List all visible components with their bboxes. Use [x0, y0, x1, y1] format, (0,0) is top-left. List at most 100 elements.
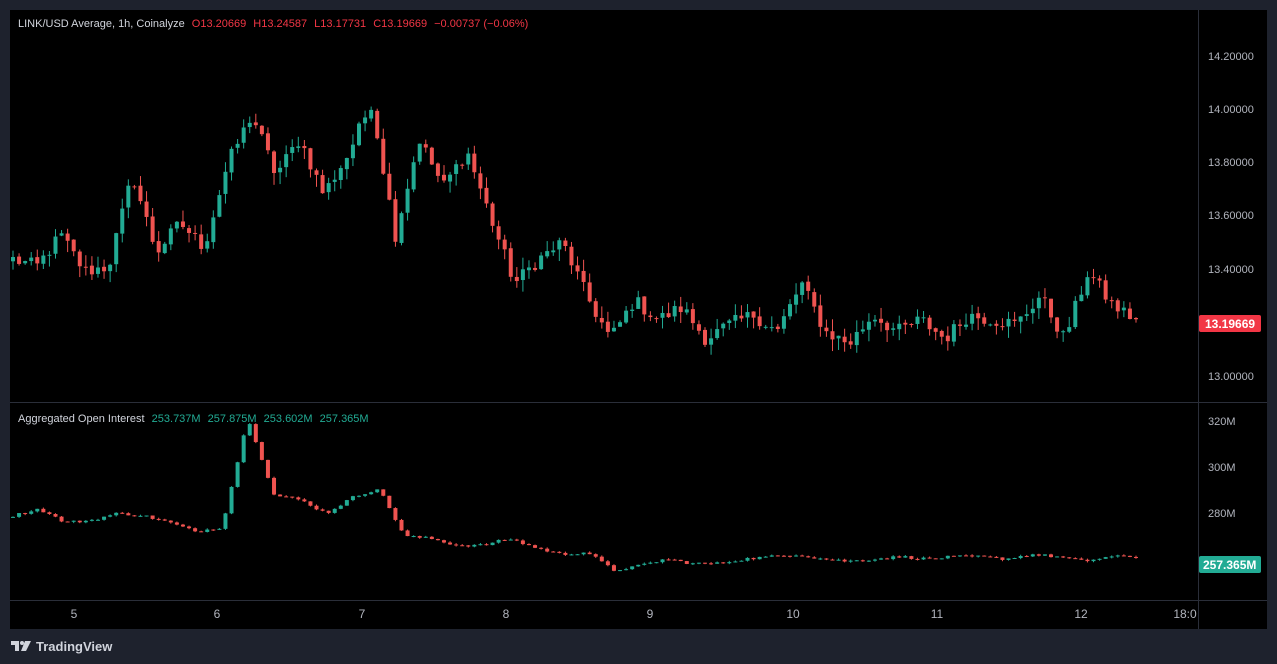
- price-candle-body: [496, 226, 501, 240]
- price-candle-body: [363, 117, 368, 124]
- oi-candle-body: [253, 424, 258, 443]
- oi-candle-body: [824, 558, 829, 560]
- oi-candle-body: [89, 519, 94, 521]
- price-candle-body: [229, 148, 234, 173]
- price-candle-body: [156, 241, 161, 253]
- oi-candle-body: [514, 539, 519, 541]
- price-candle-body: [417, 143, 422, 162]
- oi-candle-body: [95, 519, 100, 521]
- oi-candle-body: [180, 524, 185, 527]
- oi-candle-body: [763, 556, 768, 558]
- price-candle-body: [605, 321, 610, 332]
- oi-candles: [11, 422, 1138, 572]
- chart-canvas[interactable]: 14.20000 14.00000 13.80000 13.60000 13.40000…: [10, 10, 1267, 629]
- price-candle-body: [739, 315, 744, 319]
- oi-candle-body: [296, 497, 301, 500]
- price-candle-body: [253, 122, 258, 126]
- price-candle-body: [769, 327, 774, 329]
- price-candle-body: [672, 306, 677, 317]
- oi-candle-body: [581, 552, 586, 555]
- oi-candle-body: [1018, 556, 1023, 558]
- price-candle-body: [423, 144, 428, 148]
- oi-candle-body: [648, 562, 653, 564]
- oi-candle-body: [666, 559, 671, 561]
- price-candle-body: [569, 246, 574, 266]
- oi-candle-body: [223, 513, 228, 529]
- price-candle-body: [787, 304, 792, 317]
- price-candle-body: [915, 316, 920, 324]
- price-candle-body: [193, 232, 198, 234]
- oi-candle-body: [787, 555, 792, 557]
- time-tick-label: 10: [786, 607, 800, 621]
- price-candle-body: [721, 323, 726, 329]
- oi-candle-body: [551, 551, 556, 553]
- last-price-tag-text: 13.19669: [1205, 317, 1255, 331]
- oi-candle-body: [77, 520, 82, 523]
- oi-candle-body: [484, 544, 489, 546]
- oi-candle-body: [162, 519, 167, 521]
- tradingview-footer[interactable]: TradingView: [10, 636, 112, 656]
- price-candle-body: [308, 148, 313, 170]
- oi-candle-body: [1097, 558, 1102, 560]
- price-candle-body: [854, 331, 859, 346]
- price-candle-body: [1030, 308, 1035, 314]
- oi-candle-body: [703, 562, 708, 564]
- price-candle-body: [891, 328, 896, 330]
- price-candle-body: [757, 316, 762, 327]
- oi-candle-body: [441, 540, 446, 543]
- oi-candle-body: [11, 516, 15, 518]
- oi-candle-body: [71, 520, 76, 522]
- price-candle-body: [77, 251, 82, 267]
- oi-candle-body: [290, 496, 295, 498]
- oi-candle-body: [587, 552, 592, 555]
- oi-candle-body: [642, 563, 647, 565]
- price-candle-body: [302, 145, 307, 149]
- price-candle-body: [1103, 280, 1108, 300]
- price-candle-body: [1049, 298, 1054, 318]
- oi-candle-body: [205, 529, 210, 532]
- price-candle-body: [23, 261, 28, 264]
- oi-candle-body: [557, 551, 562, 553]
- price-candle-body: [581, 270, 586, 282]
- price-candle-body: [393, 199, 398, 242]
- price-candle-body: [187, 228, 192, 233]
- oi-candle-body: [618, 570, 623, 572]
- price-candle-body: [65, 233, 70, 241]
- price-candle-body: [897, 323, 902, 330]
- price-candle-body: [83, 266, 88, 268]
- price-candle-body: [927, 317, 932, 330]
- price-candle-body: [727, 320, 732, 323]
- price-candle-body: [17, 256, 22, 264]
- price-candle-body: [284, 154, 289, 168]
- oi-candle-body: [715, 562, 720, 564]
- price-candle-body: [812, 292, 817, 307]
- oi-candle-body: [970, 555, 975, 557]
- price-tick-label: 14.20000: [1208, 51, 1254, 63]
- price-candle-body: [1109, 300, 1114, 302]
- oi-candle-body: [193, 528, 198, 532]
- oi-candle-body: [338, 505, 343, 509]
- price-candle-body: [89, 265, 94, 275]
- chart-frame[interactable]: 14.20000 14.00000 13.80000 13.60000 13.40000…: [10, 10, 1267, 629]
- price-candle-body: [429, 147, 434, 165]
- oi-candle-body: [1030, 554, 1035, 557]
- oi-candle-body: [982, 555, 987, 557]
- oi-candle-body: [466, 545, 471, 547]
- last-oi-tag-text: 257.365M: [1203, 558, 1256, 572]
- high-value: H13.24587: [253, 18, 308, 30]
- price-candle-body: [1006, 318, 1011, 327]
- price-candle-body: [1097, 278, 1102, 281]
- oi-candle-body: [423, 536, 428, 538]
- price-candle-body: [715, 329, 720, 339]
- price-candle-body: [1024, 314, 1029, 316]
- price-candle-body: [618, 322, 623, 327]
- open-value: O13.20669: [191, 18, 247, 30]
- oi-candle-body: [375, 489, 380, 493]
- oi-candle-body: [393, 508, 398, 520]
- oi-candle-body: [59, 516, 64, 522]
- oi-candle-body: [302, 499, 307, 502]
- oi-candle-body: [23, 513, 28, 515]
- oi-candle-body: [1012, 557, 1017, 559]
- price-candle-body: [144, 201, 149, 217]
- price-candle-body: [994, 323, 999, 326]
